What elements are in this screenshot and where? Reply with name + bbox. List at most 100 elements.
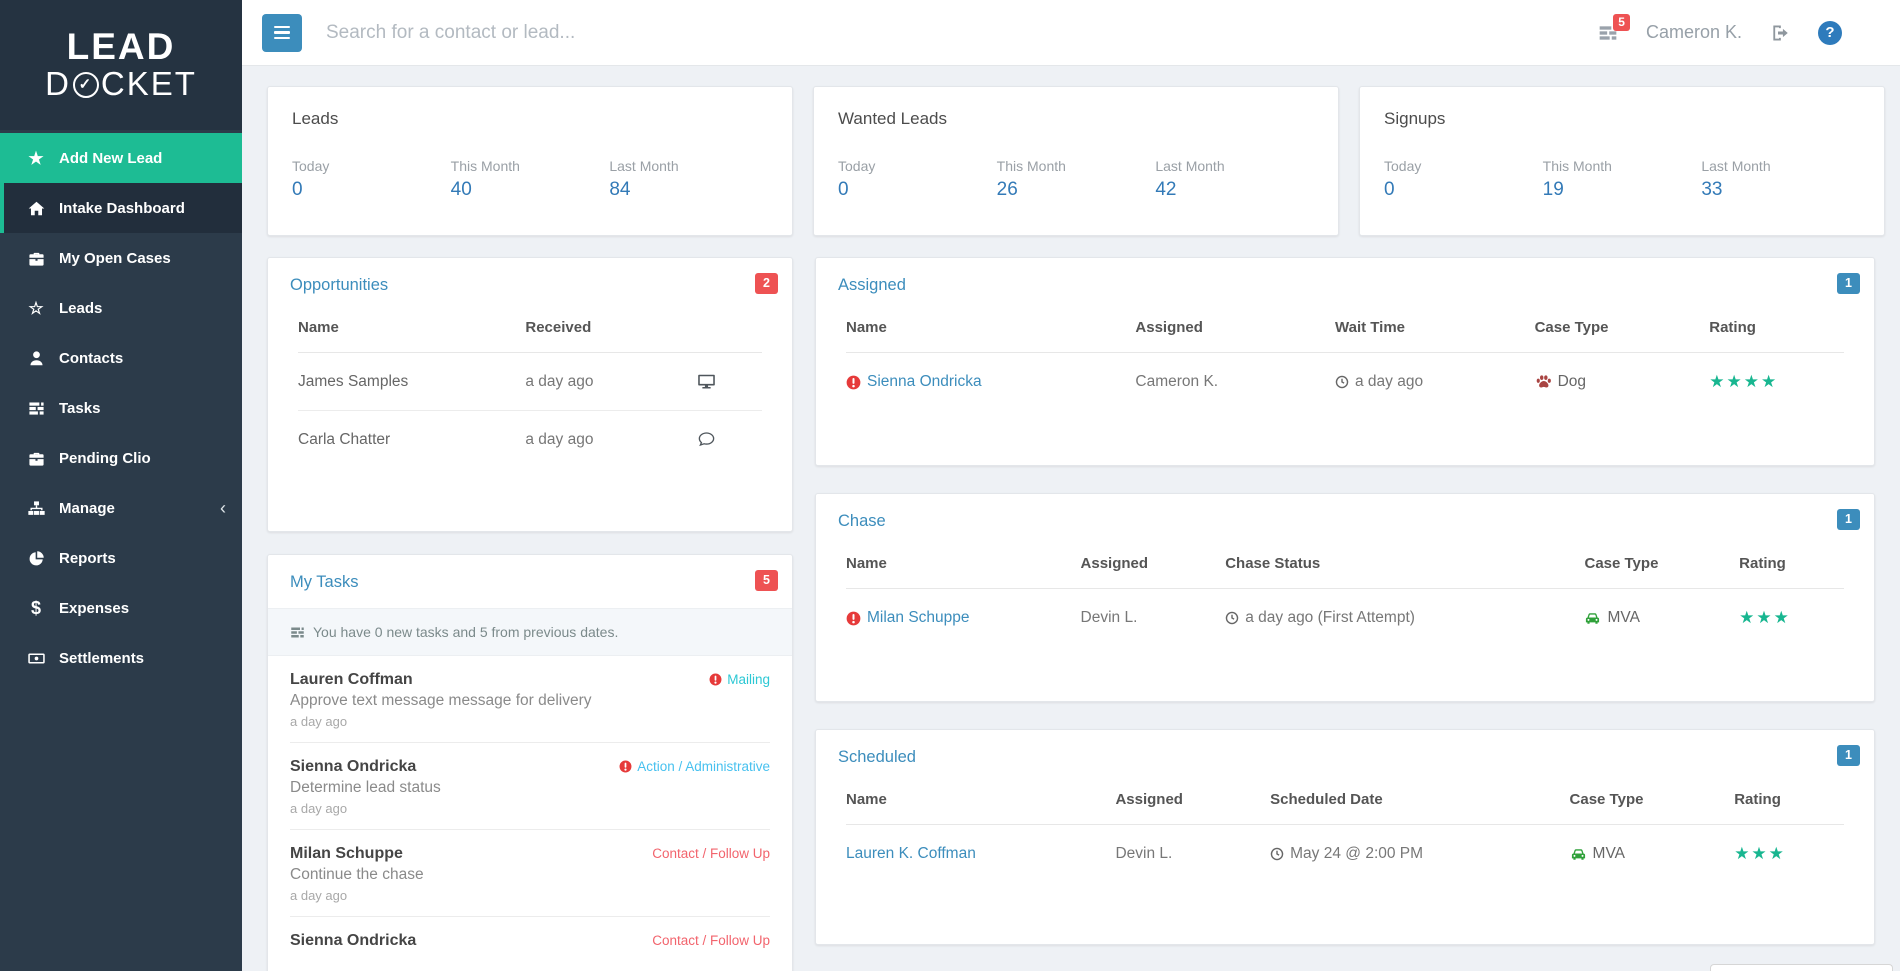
sidebar-item-label: Intake Dashboard xyxy=(59,199,185,217)
lead-name-link[interactable]: Lauren K. Coffman xyxy=(846,845,976,862)
stat-card-signups: Signups Today 0 This Month 19 Last Month 33 xyxy=(1359,86,1885,236)
col-header-assigned: Assigned xyxy=(1115,791,1183,808)
sidebar-item-reports[interactable]: Reports xyxy=(0,533,242,583)
stat-label: Today xyxy=(292,158,330,174)
urgent-icon xyxy=(619,760,632,773)
sidebar-item-contacts[interactable]: Contacts xyxy=(0,333,242,383)
stat-value-link[interactable]: 26 xyxy=(996,179,1018,200)
opportunity-row[interactable]: Carla Chatter a day ago xyxy=(298,410,762,468)
task-time: a day ago xyxy=(290,888,348,903)
sidebar-item-manage[interactable]: Manage ‹ xyxy=(0,483,242,533)
col-header-name: Name xyxy=(298,319,339,336)
opportunity-row[interactable]: James Samples a day ago xyxy=(298,353,762,410)
sidebar-item-intake-dashboard[interactable]: Intake Dashboard xyxy=(0,183,242,233)
sidebar-item-tasks[interactable]: Tasks xyxy=(0,383,242,433)
help-button[interactable]: ? xyxy=(1818,20,1842,45)
tasks-summary: You have 0 new tasks and 5 from previous… xyxy=(268,608,792,656)
lead-name-link[interactable]: Milan Schuppe xyxy=(867,609,970,626)
task-row[interactable]: Lauren Coffman Approve text message mess… xyxy=(290,656,770,742)
user-menu[interactable]: Cameron K. xyxy=(1645,22,1742,42)
panel-title: My Tasks xyxy=(290,573,359,591)
sitemap-icon xyxy=(25,500,47,517)
stat-label: This Month xyxy=(1542,158,1612,174)
assigned-panel: Assigned 1 Name Assigned Wait Time Case … xyxy=(815,257,1875,466)
sidebar-item-settlements[interactable]: Settlements xyxy=(0,633,242,683)
search-input[interactable] xyxy=(326,21,1598,44)
chase-row: Milan Schuppe Devin L. a day ago (First … xyxy=(846,589,1844,647)
sidebar-toggle-button[interactable] xyxy=(262,13,302,52)
sidebar-item-leads[interactable]: ☆ Leads xyxy=(0,283,242,333)
sidebar-item-label: Reports xyxy=(59,549,116,567)
stat-value-link[interactable]: 0 xyxy=(838,179,849,200)
task-description: Continue the chase xyxy=(290,866,424,883)
sign-out-button[interactable] xyxy=(1770,23,1790,43)
sidebar-item-expenses[interactable]: $ Expenses xyxy=(0,583,242,633)
clock-icon xyxy=(1225,611,1239,625)
stat-card-row: Leads Today 0 This Month 40 Last Month 84 W… xyxy=(267,86,1900,236)
chat-widget[interactable] xyxy=(1710,964,1893,971)
panel-title: Opportunities xyxy=(290,276,389,294)
sidebar-item-add-new-lead[interactable]: ★ Add New Lead xyxy=(0,133,242,183)
task-type-label: Action / Administrative xyxy=(619,759,770,774)
logo-text-lead: LEAD xyxy=(66,25,176,67)
col-header-case-type: Case Type xyxy=(1584,555,1659,572)
task-description: Determine lead status xyxy=(290,779,441,796)
app-logo[interactable]: LEAD D ✓ CKET xyxy=(0,0,242,130)
stat-value-link[interactable]: 40 xyxy=(450,179,472,200)
sidebar-item-label: My Open Cases xyxy=(59,249,171,267)
task-row[interactable]: Milan Schuppe Continue the chase a day a… xyxy=(290,829,770,916)
stat-label: This Month xyxy=(996,158,1066,174)
col-header-name: Name xyxy=(846,791,887,808)
car-icon xyxy=(1584,610,1601,627)
urgent-icon xyxy=(709,673,722,686)
star-outline-icon: ☆ xyxy=(28,298,44,318)
stat-label: Last Month xyxy=(1155,158,1225,174)
col-header-received: Received xyxy=(525,319,592,336)
task-time: a day ago xyxy=(290,801,348,816)
sidebar-item-label: Manage xyxy=(59,499,115,517)
sidebar-item-label: Contacts xyxy=(59,349,124,367)
chevron-left-icon: ‹ xyxy=(220,498,226,518)
assigned-count-badge: 1 xyxy=(1837,273,1860,294)
notification-badge: 5 xyxy=(1613,13,1630,32)
task-row[interactable]: Sienna Ondricka Determine lead status a … xyxy=(290,742,770,829)
case-type: MVA xyxy=(1607,609,1640,626)
task-row[interactable]: Sienna Ondricka Contact / Follow Up xyxy=(290,916,770,963)
sidebar-menu: ★ Add New Lead Intake Dashboard My Open … xyxy=(0,130,242,683)
logo-text-docket: D ✓ CKET xyxy=(45,64,197,102)
dollar-icon: $ xyxy=(30,598,41,618)
lead-name-link[interactable]: Sienna Ondricka xyxy=(867,373,982,390)
stat-value-link[interactable]: 0 xyxy=(1384,179,1395,200)
sign-out-icon xyxy=(1773,25,1788,40)
money-icon xyxy=(25,650,47,667)
case-type: MVA xyxy=(1592,845,1625,862)
stat-card-title: Wanted Leads xyxy=(838,109,947,128)
panel-title: Chase xyxy=(838,512,886,530)
stat-value-link[interactable]: 84 xyxy=(609,179,631,200)
stat-card-leads: Leads Today 0 This Month 40 Last Month 84 xyxy=(267,86,793,236)
star-icon: ★ xyxy=(28,148,44,168)
clock-icon xyxy=(1270,847,1284,861)
scheduled-date: May 24 @ 2:00 PM xyxy=(1290,845,1424,862)
main-content: Leads Today 0 This Month 40 Last Month 84 W… xyxy=(242,66,1900,971)
chase-status: a day ago (First Attempt) xyxy=(1245,609,1415,626)
stat-value-link[interactable]: 42 xyxy=(1155,179,1177,200)
sidebar-item-my-open-cases[interactable]: My Open Cases xyxy=(0,233,242,283)
stat-label: Today xyxy=(1384,158,1422,174)
sidebar-item-pending-clio[interactable]: Pending Clio xyxy=(0,433,242,483)
opportunities-count-badge: 2 xyxy=(755,273,778,294)
sidebar-item-label: Leads xyxy=(59,299,103,317)
tasks-icon xyxy=(25,400,47,417)
col-header-assigned: Assigned xyxy=(1135,319,1203,336)
rating-stars: ★★★ xyxy=(1734,844,1786,863)
desktop-icon xyxy=(697,372,716,391)
my-tasks-count-badge: 5 xyxy=(755,570,778,591)
stat-value-link[interactable]: 0 xyxy=(292,179,303,200)
tasks-menu-button[interactable]: 5 xyxy=(1598,13,1630,43)
stat-value-link[interactable]: 19 xyxy=(1542,179,1564,200)
tasks-summary-text: You have 0 new tasks and 5 from previous… xyxy=(313,624,619,640)
stat-value-link[interactable]: 33 xyxy=(1701,179,1723,200)
col-header-wait-time: Wait Time xyxy=(1335,319,1406,336)
assigned-to: Devin L. xyxy=(1115,845,1173,862)
task-name: Milan Schuppe xyxy=(290,845,403,862)
